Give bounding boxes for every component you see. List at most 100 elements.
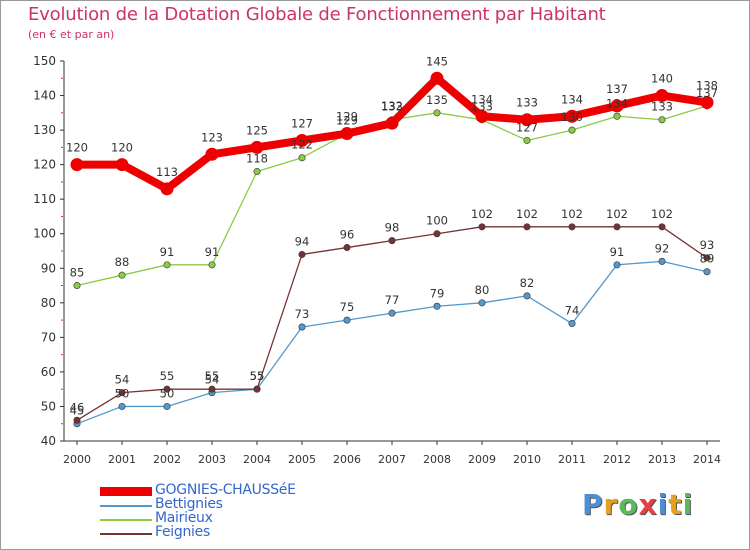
data-point	[73, 416, 81, 424]
data-label: 129	[336, 114, 358, 128]
data-point	[250, 140, 264, 154]
data-label: 80	[475, 283, 490, 297]
x-tick-label: 2009	[468, 453, 496, 466]
data-label: 133	[516, 96, 538, 110]
data-point	[568, 223, 576, 231]
data-point	[433, 302, 441, 310]
data-label: 120	[66, 141, 88, 155]
x-tick-label: 2004	[243, 453, 271, 466]
data-label: 133	[471, 100, 493, 114]
x-tick-label: 2010	[513, 453, 541, 466]
data-label: 91	[160, 245, 175, 259]
data-point	[343, 316, 351, 324]
data-point	[343, 244, 351, 252]
data-label: 123	[201, 130, 223, 144]
data-label: 79	[430, 286, 445, 300]
data-point	[70, 158, 84, 172]
data-point	[118, 402, 126, 410]
x-tick-label: 2008	[423, 453, 451, 466]
y-tick-label: 140	[33, 89, 56, 103]
data-point	[208, 385, 216, 393]
x-tick-label: 2011	[558, 453, 586, 466]
data-label: 93	[700, 238, 715, 252]
data-point	[208, 261, 216, 269]
data-label: 91	[205, 245, 220, 259]
data-point	[658, 116, 666, 124]
line-chart: 40 50 60 70 80 90 100 110 120 130 140 150 2000 2001 20…	[33, 54, 721, 466]
data-label: 55	[205, 369, 220, 383]
x-tick-label: 2002	[153, 453, 181, 466]
data-point	[568, 126, 576, 134]
data-point	[115, 158, 129, 172]
data-point	[205, 147, 219, 161]
data-label: 134	[606, 96, 628, 110]
data-label: 118	[246, 152, 268, 166]
data-label: 46	[70, 400, 85, 414]
data-point	[160, 182, 174, 196]
y-tick-label: 80	[41, 296, 56, 310]
data-point	[388, 309, 396, 317]
data-point	[118, 389, 126, 397]
data-label: 74	[565, 304, 580, 318]
x-tick-label: 2012	[603, 453, 631, 466]
y-tick-label: 130	[33, 123, 56, 137]
data-label: 138	[696, 78, 718, 92]
data-label: 100	[426, 214, 448, 228]
y-tick-label: 60	[41, 365, 56, 379]
data-label: 102	[651, 207, 673, 221]
data-label: 102	[516, 207, 538, 221]
data-label: 122	[291, 138, 313, 152]
x-tick-label: 2014	[693, 453, 721, 466]
data-label: 55	[160, 369, 175, 383]
data-point	[340, 127, 354, 141]
data-label: 55	[250, 369, 265, 383]
x-tick-label: 2006	[333, 453, 361, 466]
data-label: 96	[340, 228, 355, 242]
logo-letter: o	[618, 488, 639, 521]
data-point	[163, 385, 171, 393]
legend-swatch	[100, 519, 152, 521]
data-point	[610, 99, 624, 113]
data-label: 120	[111, 141, 133, 155]
data-label: 55	[250, 369, 265, 383]
data-label: 85	[70, 266, 85, 280]
data-point	[565, 109, 579, 123]
data-label: 91	[610, 245, 625, 259]
logo-letter: i	[682, 488, 694, 521]
data-point	[433, 109, 441, 117]
data-point	[613, 223, 621, 231]
x-tick-label: 2003	[198, 453, 226, 466]
data-label: 133	[651, 100, 673, 114]
legend-label: GOGNIES-CHAUSSéE	[155, 482, 296, 498]
data-point	[388, 237, 396, 245]
data-label: 127	[516, 120, 538, 134]
y-tick-label: 70	[41, 330, 56, 344]
data-label: 82	[520, 276, 535, 290]
data-point	[163, 261, 171, 269]
logo-letter: x	[638, 488, 658, 521]
data-point	[655, 89, 669, 103]
data-label: 92	[655, 241, 670, 255]
data-point	[658, 257, 666, 265]
data-label: 137	[606, 82, 628, 96]
logo-letter: r	[603, 488, 619, 521]
x-tick-label: 2001	[108, 453, 136, 466]
x-tick-label: 2000	[63, 453, 91, 466]
data-label: 134	[471, 92, 493, 106]
legend-label: Bettignies	[155, 496, 223, 512]
data-label: 129	[336, 110, 358, 124]
data-label: 54	[205, 373, 220, 387]
data-label: 127	[291, 116, 313, 130]
legend-swatch	[100, 533, 152, 535]
data-point	[118, 271, 126, 279]
data-point	[298, 154, 306, 162]
legend-label: Feignies	[155, 524, 210, 540]
data-label: 98	[385, 221, 400, 235]
data-point	[73, 282, 81, 290]
chart-title: Evolution de la Dotation Globale de Fonc…	[28, 4, 606, 25]
data-point	[700, 95, 714, 109]
data-point	[523, 292, 531, 300]
y-tick-label: 50	[41, 399, 56, 413]
proxiti-logo: Proxiti	[582, 488, 693, 521]
data-label: 130	[561, 110, 583, 124]
